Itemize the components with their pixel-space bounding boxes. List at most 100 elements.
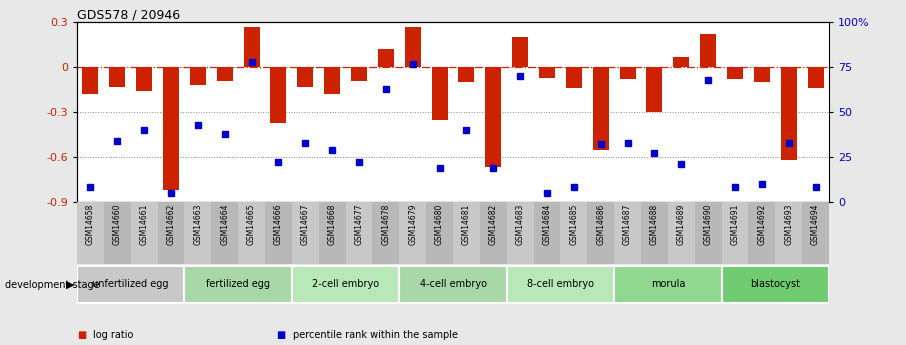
Text: GSM14664: GSM14664	[220, 204, 229, 245]
Text: GDS578 / 20946: GDS578 / 20946	[77, 8, 180, 21]
Bar	[534, 202, 561, 264]
Text: GSM14667: GSM14667	[301, 204, 310, 245]
Bar	[351, 67, 367, 81]
Text: GSM14684: GSM14684	[543, 204, 552, 245]
Bar	[292, 266, 400, 303]
Text: GSM14680: GSM14680	[435, 204, 444, 245]
Bar	[668, 202, 695, 264]
Bar	[238, 202, 265, 264]
Bar	[244, 27, 260, 67]
Text: GSM14658: GSM14658	[86, 204, 95, 245]
Bar	[110, 67, 125, 87]
Bar	[480, 202, 506, 264]
Bar	[190, 67, 206, 85]
Bar	[506, 202, 534, 264]
Bar	[185, 202, 211, 264]
Bar	[614, 266, 721, 303]
Bar	[721, 202, 748, 264]
Text: GSM14694: GSM14694	[811, 204, 820, 245]
Text: GSM14665: GSM14665	[247, 204, 256, 245]
Bar	[802, 202, 829, 264]
Bar	[431, 67, 448, 120]
Bar	[297, 67, 313, 87]
Text: 4-cell embryo: 4-cell embryo	[419, 279, 487, 289]
Bar	[319, 202, 345, 264]
Text: GSM14663: GSM14663	[193, 204, 202, 245]
Text: unfertilized egg: unfertilized egg	[92, 279, 169, 289]
Text: GSM14689: GSM14689	[677, 204, 686, 245]
Text: GSM14683: GSM14683	[516, 204, 525, 245]
Bar	[453, 202, 480, 264]
Bar	[807, 67, 824, 88]
Text: development stage: development stage	[5, 280, 99, 289]
Bar	[372, 202, 400, 264]
Text: GSM14681: GSM14681	[462, 204, 471, 245]
Text: GSM14677: GSM14677	[354, 204, 363, 245]
Text: GSM14691: GSM14691	[730, 204, 739, 245]
Text: ■: ■	[276, 330, 285, 339]
Text: GSM14668: GSM14668	[328, 204, 337, 245]
Text: fertilized egg: fertilized egg	[207, 279, 270, 289]
Bar	[565, 67, 582, 88]
Text: GSM14692: GSM14692	[757, 204, 766, 245]
Bar	[673, 57, 689, 67]
Bar	[458, 67, 475, 82]
Bar	[587, 202, 614, 264]
Bar	[754, 67, 770, 82]
Bar	[727, 67, 743, 79]
Bar	[378, 49, 394, 67]
Text: 8-cell embryo: 8-cell embryo	[527, 279, 594, 289]
Text: GSM14661: GSM14661	[140, 204, 149, 245]
Text: ▶: ▶	[66, 280, 74, 289]
Text: 2-cell embryo: 2-cell embryo	[312, 279, 379, 289]
Bar	[270, 67, 286, 122]
Text: ■: ■	[77, 330, 86, 339]
Bar	[614, 202, 641, 264]
Bar	[695, 202, 721, 264]
Bar	[593, 67, 609, 149]
Bar	[539, 67, 555, 78]
Bar	[292, 202, 319, 264]
Text: morula: morula	[651, 279, 685, 289]
Text: GSM14693: GSM14693	[785, 204, 794, 245]
Bar	[400, 202, 426, 264]
Bar	[77, 266, 185, 303]
Text: GSM14688: GSM14688	[650, 204, 659, 245]
Bar	[781, 67, 796, 160]
Text: GSM14685: GSM14685	[569, 204, 578, 245]
Bar	[776, 202, 802, 264]
Bar	[158, 202, 185, 264]
Text: GSM14666: GSM14666	[274, 204, 283, 245]
Text: GSM14690: GSM14690	[704, 204, 713, 245]
Bar	[163, 67, 179, 190]
Bar	[136, 67, 152, 91]
Text: GSM14686: GSM14686	[596, 204, 605, 245]
Bar	[641, 202, 668, 264]
Text: log ratio: log ratio	[93, 330, 134, 339]
Text: percentile rank within the sample: percentile rank within the sample	[293, 330, 458, 339]
Bar	[646, 67, 662, 112]
Text: GSM14660: GSM14660	[112, 204, 121, 245]
Bar	[506, 266, 614, 303]
Bar	[426, 202, 453, 264]
Bar	[211, 202, 238, 264]
Bar	[345, 202, 372, 264]
Bar	[561, 202, 587, 264]
Bar	[620, 67, 636, 79]
Bar	[324, 67, 340, 94]
Bar	[400, 266, 506, 303]
Bar	[185, 266, 292, 303]
Bar	[217, 67, 233, 81]
Text: GSM14687: GSM14687	[623, 204, 632, 245]
Bar	[486, 67, 501, 167]
Bar	[721, 266, 829, 303]
Bar	[512, 37, 528, 67]
Text: GSM14662: GSM14662	[167, 204, 176, 245]
Bar	[265, 202, 292, 264]
Bar	[405, 27, 420, 67]
Bar	[130, 202, 158, 264]
Bar	[104, 202, 130, 264]
Text: GSM14682: GSM14682	[488, 204, 497, 245]
Bar	[82, 67, 99, 94]
Bar	[748, 202, 776, 264]
